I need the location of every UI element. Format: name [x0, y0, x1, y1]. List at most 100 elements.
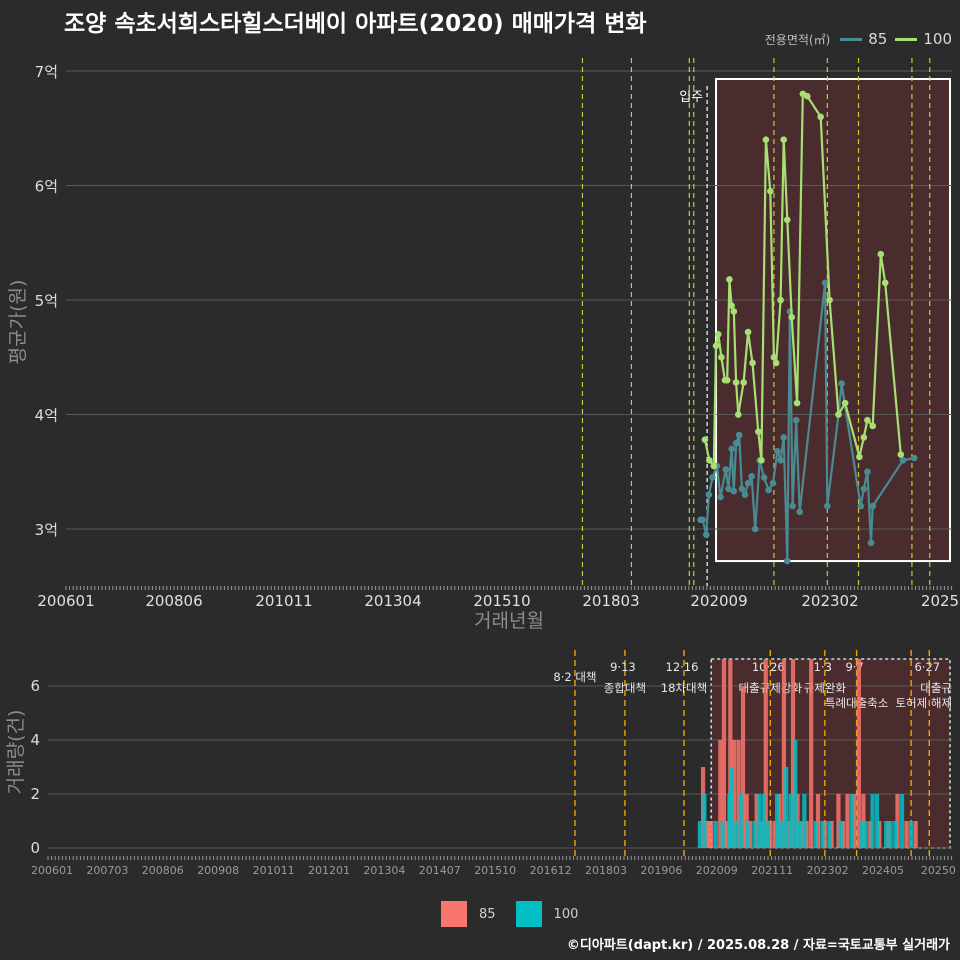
data-point-85 [864, 468, 871, 476]
x-tick-label: 201304 [364, 592, 421, 610]
volume-bar-85 [904, 821, 909, 848]
data-point-100 [734, 411, 742, 418]
volume-bar-100 [765, 821, 771, 848]
volume-y-tick-label: 2 [30, 785, 40, 803]
volume-bar-85 [786, 821, 791, 848]
data-point-100 [897, 451, 905, 458]
volume-bar-100 [734, 821, 739, 848]
volume-bar-100 [884, 821, 889, 848]
volume-bar-100 [797, 821, 802, 848]
data-point-85 [783, 557, 791, 565]
volume-bar-100 [702, 794, 707, 848]
volume-x-tick-label: 201510 [474, 864, 516, 877]
footer-credit: ©디아파트(dapt.kr) / 2025.08.28 / 자료=국토교통부 실… [566, 938, 950, 953]
data-point-100 [744, 328, 752, 336]
data-point-100 [712, 342, 720, 350]
volume-bar-85 [815, 794, 821, 848]
data-point-100 [860, 434, 868, 441]
volume-y-tick-label: 4 [30, 731, 40, 749]
event-date-label: 1·3 [814, 660, 832, 674]
volume-bar-85 [852, 794, 857, 848]
event-name-label: 대출규 [920, 681, 952, 695]
volume-bar-85 [845, 794, 850, 848]
volume-bar-85 [829, 821, 834, 848]
volume-bar-100 [738, 794, 743, 848]
volume-bar-85 [704, 821, 709, 848]
legend-top: 전용면적(㎡) 85 100 [765, 30, 952, 48]
volume-bar-85 [747, 821, 752, 848]
data-point-85 [748, 473, 755, 480]
volume-bar-85 [804, 821, 809, 848]
data-point-100 [777, 296, 784, 304]
volume-x-tick-label: 201011 [253, 864, 295, 877]
event-date-label: 6·27 [914, 660, 940, 674]
legend-top-item-85: 85 [840, 30, 887, 48]
data-point-85 [702, 531, 710, 539]
y-tick-label: 6억 [35, 178, 58, 196]
volume-y-axis-title: 거래량(건) [5, 710, 27, 795]
volume-bar-100 [775, 794, 780, 848]
volume-bar-85 [725, 821, 730, 848]
event-name-label: 18차대책 [661, 681, 707, 695]
data-point-85 [735, 431, 743, 439]
data-point-100 [783, 216, 791, 224]
data-point-85 [796, 508, 804, 516]
data-point-100 [877, 250, 885, 258]
data-point-85 [769, 479, 777, 487]
volume-x-tick-label: 202302 [807, 864, 849, 877]
data-point-100 [762, 136, 770, 143]
volume-bar-100 [838, 821, 843, 848]
data-point-85 [899, 457, 907, 464]
volume-bar-85 [718, 740, 723, 848]
data-point-100 [864, 416, 871, 424]
volume-bar-85 [768, 821, 773, 848]
data-point-100 [780, 136, 788, 143]
data-point-100 [881, 279, 889, 287]
legend-bottom: 85 100 [441, 901, 588, 927]
volume-bar-100 [697, 821, 702, 848]
volume-bar-85 [795, 794, 800, 848]
data-point-100 [710, 462, 718, 470]
volume-bar-85 [781, 659, 787, 848]
legend-bottom-label-85: 85 [479, 906, 496, 922]
volume-bar-100 [779, 821, 784, 848]
volume-bar-85 [886, 821, 891, 848]
volume-bar-100 [720, 821, 725, 848]
data-point-100 [740, 379, 747, 386]
volume-x-tick-label: 200908 [197, 864, 239, 877]
data-point-85 [824, 502, 831, 510]
legend-swatch-100 [515, 901, 542, 927]
data-point-100 [730, 308, 738, 315]
volume-bar-100 [727, 794, 732, 848]
volume-bar-85 [790, 659, 796, 848]
data-point-85 [869, 502, 877, 510]
data-point-100 [788, 313, 796, 321]
data-point-85 [821, 279, 829, 287]
data-point-100 [772, 359, 780, 367]
x-tick-label: 201011 [255, 592, 312, 610]
volume-x-tick-label: 201407 [419, 864, 461, 877]
volume-bar-85 [836, 794, 841, 848]
volume-bar-85 [777, 794, 782, 848]
legend-line-100 [895, 37, 918, 41]
x-tick-label: 2025 [921, 592, 959, 610]
volume-bar-100 [863, 821, 868, 848]
volume-bar-85 [759, 821, 764, 848]
data-point-85 [777, 457, 784, 464]
volume-bar-85 [799, 821, 805, 848]
x-axis-title: 거래년월 [474, 610, 544, 632]
volume-bar-100 [893, 821, 898, 848]
data-point-85 [725, 485, 732, 493]
event-name-label: 대출규제강화 [739, 681, 803, 695]
data-point-100 [856, 453, 863, 461]
data-point-85 [722, 466, 730, 473]
volume-x-tick-label: 201906 [640, 864, 682, 877]
volume-x-tick-label: 200703 [86, 864, 128, 877]
volume-bar-100 [899, 794, 905, 848]
data-point-100 [732, 379, 740, 386]
data-point-85 [732, 439, 740, 447]
data-point-85 [744, 479, 752, 487]
volume-x-tick-label: 202405 [862, 864, 904, 877]
volume-bar-100 [713, 821, 718, 848]
